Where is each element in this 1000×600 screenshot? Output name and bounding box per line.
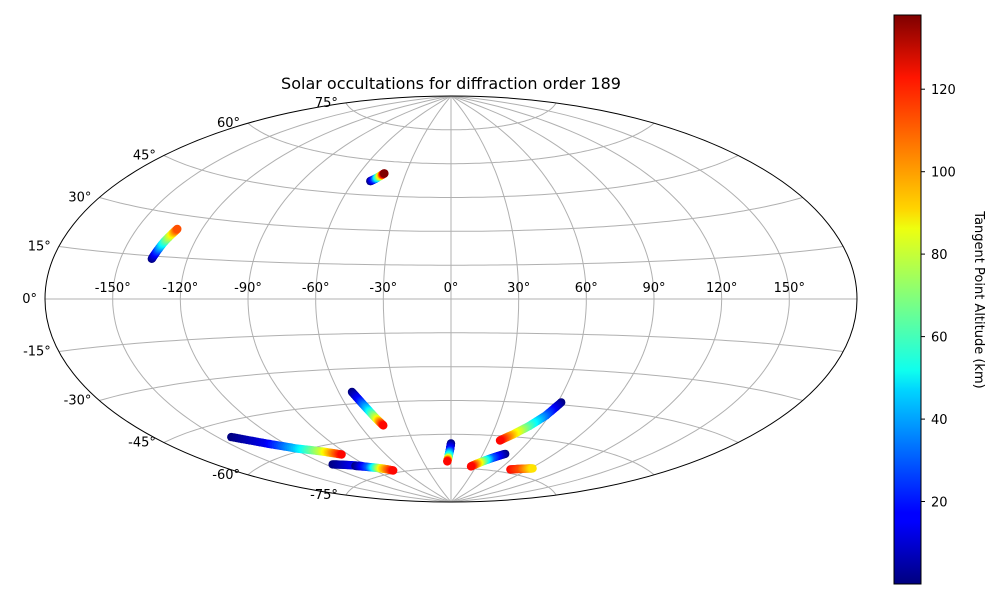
lon-tick-label: 120°	[706, 281, 737, 296]
occultation-point	[466, 462, 476, 471]
parallel-line	[247, 122, 655, 165]
occultation-point	[495, 436, 505, 445]
colorbar-tick-label: 20	[931, 496, 948, 511]
lat-tick-label: -75°	[310, 488, 338, 503]
occultation-point	[379, 421, 388, 430]
parallel-line	[345, 102, 557, 131]
parallel-line	[163, 155, 739, 198]
longitude-tick-labels: -150° -120° -90° -60° -30° 0° 30° 60° 90° 120° 150…	[95, 281, 805, 296]
colorbar-tick-label: 120	[931, 83, 956, 98]
parallel-line	[163, 400, 739, 443]
lat-tick-label: -30°	[64, 394, 92, 409]
lon-tick-label: 90°	[642, 281, 665, 296]
lon-tick-label: -90°	[234, 281, 262, 296]
parallel-line	[58, 246, 844, 266]
colorbar-tick-label: 80	[931, 248, 948, 263]
colorbar-tick-label: 40	[931, 413, 948, 428]
lat-tick-label: -60°	[212, 468, 240, 483]
colorbar: 20 40 60 80 100 120 Tangent Point Altitude (k…	[893, 14, 986, 585]
lat-tick-label: -45°	[128, 436, 156, 451]
occultation-point	[173, 224, 182, 234]
chart-title: Solar occultations for diffraction order…	[281, 74, 621, 93]
lat-tick-label: 30°	[68, 191, 91, 206]
lon-tick-label: -150°	[95, 281, 131, 296]
map-grid	[45, 96, 857, 502]
lat-tick-label: 15°	[28, 240, 51, 255]
occultation-point	[337, 450, 346, 459]
parallel-line	[58, 332, 844, 352]
parallel-line	[345, 467, 557, 496]
occultation-points	[147, 169, 566, 475]
lat-tick-label: 60°	[217, 116, 240, 131]
colorbar-ticks: 20 40 60 80 100 120	[921, 83, 956, 511]
lat-tick-label: -15°	[23, 345, 51, 360]
lat-tick-label: 45°	[133, 149, 156, 164]
lon-tick-label: -120°	[162, 281, 198, 296]
occultation-point	[528, 464, 537, 473]
colorbar-tick-label: 60	[931, 331, 948, 346]
occultation-point	[389, 466, 398, 475]
lat-tick-label: 0°	[22, 292, 37, 307]
latitude-tick-labels: 75° 60° 45° 30° 15° 0° -15° -30° -45° -60° -75°	[22, 96, 338, 503]
lon-tick-label: -60°	[302, 281, 330, 296]
colorbar-tick-label: 100	[931, 166, 956, 181]
colorbar-label: Tangent Point Altitude (km)	[971, 210, 986, 388]
lon-tick-label: -30°	[369, 281, 397, 296]
parallel-line	[99, 366, 803, 401]
lon-tick-label: 60°	[575, 281, 598, 296]
lat-tick-label: 75°	[315, 96, 338, 111]
occultation-point	[380, 169, 389, 178]
lon-tick-label: 30°	[507, 281, 530, 296]
colorbar-scale	[893, 14, 922, 585]
occultation-point	[443, 457, 452, 466]
lon-tick-label: 0°	[444, 281, 459, 296]
lon-tick-label: 150°	[774, 281, 805, 296]
map-boundary	[44, 95, 858, 503]
parallel-line	[99, 197, 803, 232]
